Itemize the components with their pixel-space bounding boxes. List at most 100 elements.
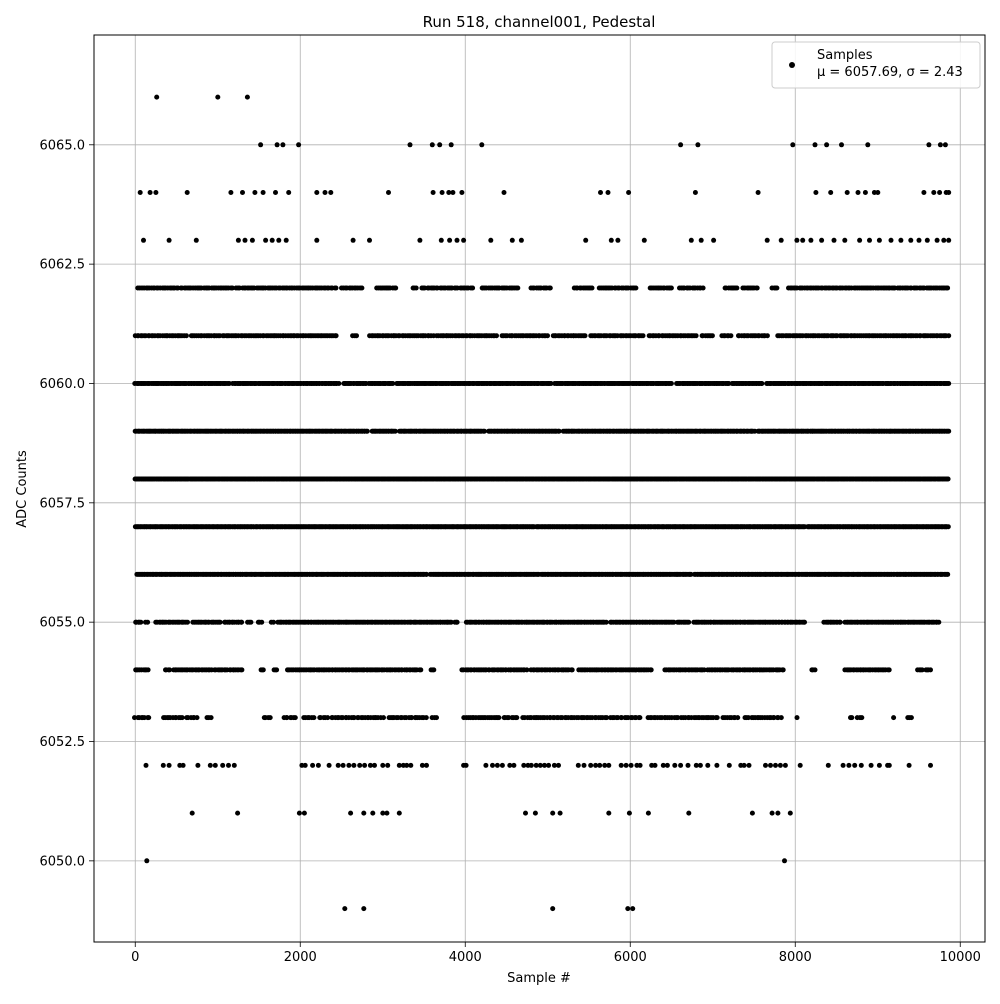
data-point: [946, 333, 951, 338]
data-point: [699, 238, 704, 243]
data-point: [455, 620, 460, 625]
data-point: [941, 238, 946, 243]
data-point: [946, 238, 951, 243]
data-point: [153, 190, 158, 195]
data-point: [236, 238, 241, 243]
data-point: [185, 620, 190, 625]
data-point: [386, 190, 391, 195]
data-point: [248, 620, 253, 625]
data-point: [273, 190, 278, 195]
data-point: [802, 620, 807, 625]
data-point: [686, 620, 691, 625]
data-point: [548, 286, 553, 291]
data-point: [510, 238, 515, 243]
data-point: [450, 190, 455, 195]
data-point: [482, 429, 487, 434]
data-point: [689, 238, 694, 243]
data-point: [284, 238, 289, 243]
data-point: [414, 286, 419, 291]
data-point: [642, 238, 647, 243]
data-point: [633, 286, 638, 291]
data-point: [218, 620, 223, 625]
data-point: [856, 190, 861, 195]
data-point: [828, 190, 833, 195]
data-point: [184, 333, 189, 338]
data-point: [334, 286, 339, 291]
data-point: [875, 190, 880, 195]
data-point: [336, 381, 341, 386]
data-point: [239, 620, 244, 625]
data-point: [261, 190, 266, 195]
data-point: [734, 286, 739, 291]
data-point: [354, 333, 359, 338]
data-point: [808, 238, 813, 243]
data-point: [606, 190, 611, 195]
data-point: [701, 286, 706, 291]
data-point: [800, 238, 805, 243]
data-point: [270, 238, 275, 243]
data-point: [141, 238, 146, 243]
data-point: [693, 190, 698, 195]
data-point: [334, 333, 339, 338]
data-point: [759, 381, 764, 386]
data-point: [194, 238, 199, 243]
data-point: [440, 190, 445, 195]
data-point: [669, 286, 674, 291]
data-point: [351, 238, 356, 243]
data-point: [925, 238, 930, 243]
data-point: [519, 238, 524, 243]
data-point: [461, 238, 466, 243]
data-point: [590, 286, 595, 291]
data-point: [819, 238, 824, 243]
data-point: [615, 238, 620, 243]
data-point: [694, 333, 699, 338]
data-point: [459, 190, 464, 195]
data-point: [145, 620, 150, 625]
data-point: [936, 620, 941, 625]
data-point: [945, 572, 950, 577]
data-point: [323, 190, 328, 195]
data-point: [889, 238, 894, 243]
data-point: [417, 238, 422, 243]
data-point: [779, 238, 784, 243]
data-point: [455, 238, 460, 243]
data-point: [756, 190, 761, 195]
data-point: [946, 477, 951, 482]
data-point: [838, 620, 843, 625]
data-point: [185, 190, 190, 195]
data-point: [276, 238, 281, 243]
data-point: [488, 238, 493, 243]
data-point: [710, 333, 715, 338]
data-point: [845, 190, 850, 195]
data-point: [271, 620, 276, 625]
data-point: [138, 620, 143, 625]
data-point: [583, 238, 588, 243]
data-point: [842, 238, 847, 243]
data-point: [263, 238, 268, 243]
data-point: [794, 238, 799, 243]
data-point: [765, 333, 770, 338]
data-point: [669, 381, 674, 386]
data-point: [515, 286, 520, 291]
data-point: [250, 238, 255, 243]
data-point: [502, 190, 507, 195]
data-point: [314, 238, 319, 243]
data-point: [626, 190, 631, 195]
data-point: [813, 190, 818, 195]
data-point: [367, 238, 372, 243]
data-point: [431, 190, 436, 195]
data-point: [832, 238, 837, 243]
data-point: [447, 238, 452, 243]
data-point: [765, 238, 770, 243]
data-point: [598, 190, 603, 195]
data-point: [314, 190, 319, 195]
data-point: [167, 238, 172, 243]
data-point: [470, 286, 475, 291]
data-point: [908, 238, 913, 243]
data-point: [494, 333, 499, 338]
data-point: [365, 429, 370, 434]
data-point: [857, 238, 862, 243]
data-point: [240, 190, 245, 195]
